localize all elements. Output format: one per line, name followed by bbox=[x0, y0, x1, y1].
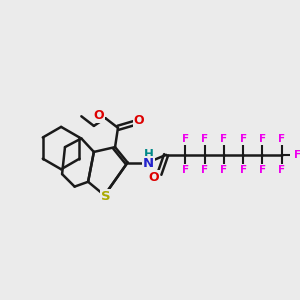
Text: F: F bbox=[294, 150, 300, 160]
Text: O: O bbox=[134, 114, 145, 127]
Text: F: F bbox=[278, 165, 285, 175]
Text: F: F bbox=[220, 165, 227, 175]
Text: O: O bbox=[148, 171, 159, 184]
Text: F: F bbox=[182, 165, 189, 175]
Text: F: F bbox=[259, 165, 266, 175]
Text: F: F bbox=[201, 165, 208, 175]
Text: F: F bbox=[259, 134, 266, 144]
Text: F: F bbox=[220, 134, 227, 144]
Text: F: F bbox=[240, 165, 247, 175]
Text: O: O bbox=[93, 109, 104, 122]
Text: N: N bbox=[143, 157, 154, 170]
Text: F: F bbox=[240, 134, 247, 144]
Text: F: F bbox=[182, 134, 189, 144]
Text: S: S bbox=[100, 190, 110, 203]
Text: H: H bbox=[144, 148, 154, 161]
Text: F: F bbox=[278, 134, 285, 144]
Text: F: F bbox=[201, 134, 208, 144]
